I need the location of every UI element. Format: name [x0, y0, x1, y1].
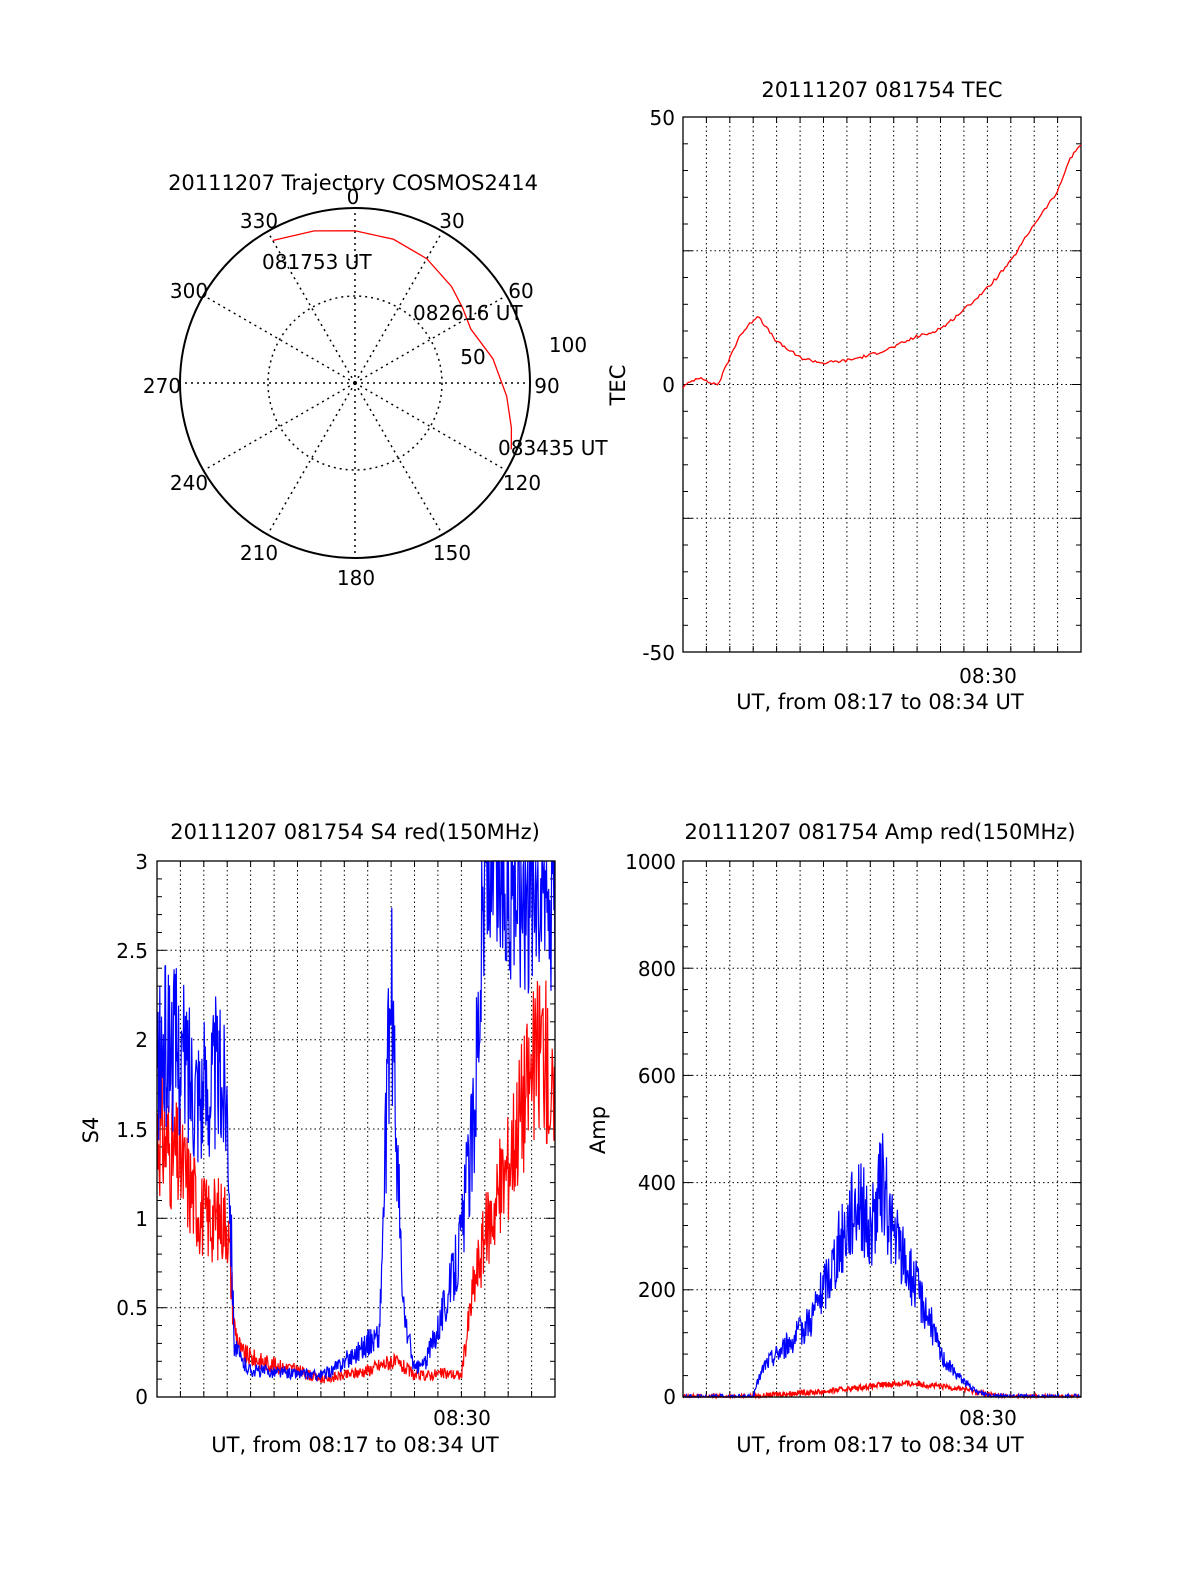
s4-ytick-0-5: 0.5	[116, 1296, 148, 1320]
amp-xtick-0830: 08:30	[959, 1406, 1017, 1430]
s4-gridlines	[157, 861, 555, 1397]
tec-ytick-minus50: -50	[642, 641, 675, 665]
azimuth-label-90: 90	[534, 374, 559, 398]
tec-chart: 20111207 081754 TEC 50 0 -50 08:30 UT, f…	[606, 78, 1082, 714]
s4-ytick-2-5: 2.5	[116, 939, 148, 963]
azimuth-label-150: 150	[433, 541, 471, 565]
trajectory-mid-time: 082616 UT	[413, 301, 523, 325]
tec-xtick-0830: 08:30	[959, 664, 1017, 688]
polar-spoke-30	[354, 231, 444, 384]
polar-spoke-240	[203, 382, 356, 472]
azimuth-label-330: 330	[240, 209, 278, 233]
s4-chart: 20111207 081754 S4 red(150MHz) 0 0.5 1 1…	[79, 820, 556, 1457]
s4-plot-frame	[156, 860, 556, 1398]
polar-spoke-330	[266, 231, 356, 384]
polar-inner-ring	[267, 295, 443, 471]
s4-ytick-1: 1	[135, 1207, 148, 1231]
azimuth-label-270: 270	[143, 374, 181, 398]
azimuth-label-240: 240	[170, 471, 208, 495]
s4-x-axis-label: UT, from 08:17 to 08:34 UT	[211, 1433, 499, 1457]
amp-chart: 20111207 081754 Amp red(150MHz) 0 200 40…	[586, 820, 1082, 1457]
amp-ytick-200: 200	[638, 1278, 676, 1302]
azimuth-label-180: 180	[337, 566, 375, 590]
tec-minor-ticks	[683, 117, 1081, 652]
s4-y-axis-label: S4	[79, 1117, 103, 1144]
polar-spoke-210	[266, 382, 356, 535]
s4-series-blue	[156, 860, 556, 1383]
s4-ytick-1-5: 1.5	[116, 1118, 148, 1142]
amp-series-blue	[682, 1133, 1082, 1400]
tec-y-axis-label: TEC	[606, 365, 630, 407]
s4-series-red	[156, 980, 556, 1384]
tec-ytick-50: 50	[650, 106, 675, 130]
azimuth-label-0: 0	[347, 185, 360, 209]
elevation-label-50: 50	[460, 345, 485, 369]
amp-ytick-1000: 1000	[625, 850, 676, 874]
tec-plot-frame	[682, 116, 1082, 653]
polar-spoke-300	[203, 294, 356, 384]
tec-series-red	[682, 144, 1082, 389]
amp-title: 20111207 081754 Amp red(150MHz)	[684, 820, 1075, 844]
tec-title: 20111207 081754 TEC	[761, 78, 1002, 102]
s4-ytick-0: 0	[135, 1385, 148, 1409]
tec-gridlines	[683, 117, 1081, 652]
tec-ytick-0: 0	[662, 373, 675, 397]
trajectory-end-time: 083435 UT	[498, 436, 608, 460]
amp-x-axis-label: UT, from 08:17 to 08:34 UT	[736, 1433, 1024, 1457]
azimuth-label-60: 60	[508, 279, 533, 303]
amp-plot-frame	[682, 860, 1082, 1398]
s4-title: 20111207 081754 S4 red(150MHz)	[170, 820, 540, 844]
s4-ytick-3: 3	[135, 850, 148, 874]
polar-spoke-120	[354, 382, 507, 472]
s4-xtick-0830: 08:30	[433, 1406, 491, 1430]
trajectory-title: 20111207 Trajectory COSMOS2414	[168, 171, 538, 195]
trajectory-polar-chart: 20111207 Trajectory COSMOS2414 0 30 60 9…	[143, 171, 608, 590]
azimuth-label-30: 30	[439, 209, 464, 233]
elevation-label-100: 100	[549, 333, 587, 357]
trajectory-series-red	[272, 230, 513, 450]
polar-spoke-150	[354, 382, 444, 535]
amp-minor-ticks	[683, 861, 1081, 1397]
polar-spokes	[180, 208, 530, 558]
azimuth-label-300: 300	[170, 279, 208, 303]
amp-gridlines	[683, 861, 1081, 1397]
amp-ytick-800: 800	[638, 957, 676, 981]
amp-ytick-0: 0	[663, 1385, 676, 1409]
polar-spoke-60	[354, 294, 507, 384]
amp-y-axis-label: Amp	[586, 1106, 610, 1154]
amp-ytick-600: 600	[638, 1064, 676, 1088]
azimuth-label-120: 120	[503, 471, 541, 495]
trajectory-start-time: 081753 UT	[262, 250, 372, 274]
amp-ytick-400: 400	[638, 1171, 676, 1195]
s4-ytick-2: 2	[135, 1028, 148, 1052]
azimuth-label-210: 210	[240, 541, 278, 565]
tec-x-axis-label: UT, from 08:17 to 08:34 UT	[736, 690, 1024, 714]
